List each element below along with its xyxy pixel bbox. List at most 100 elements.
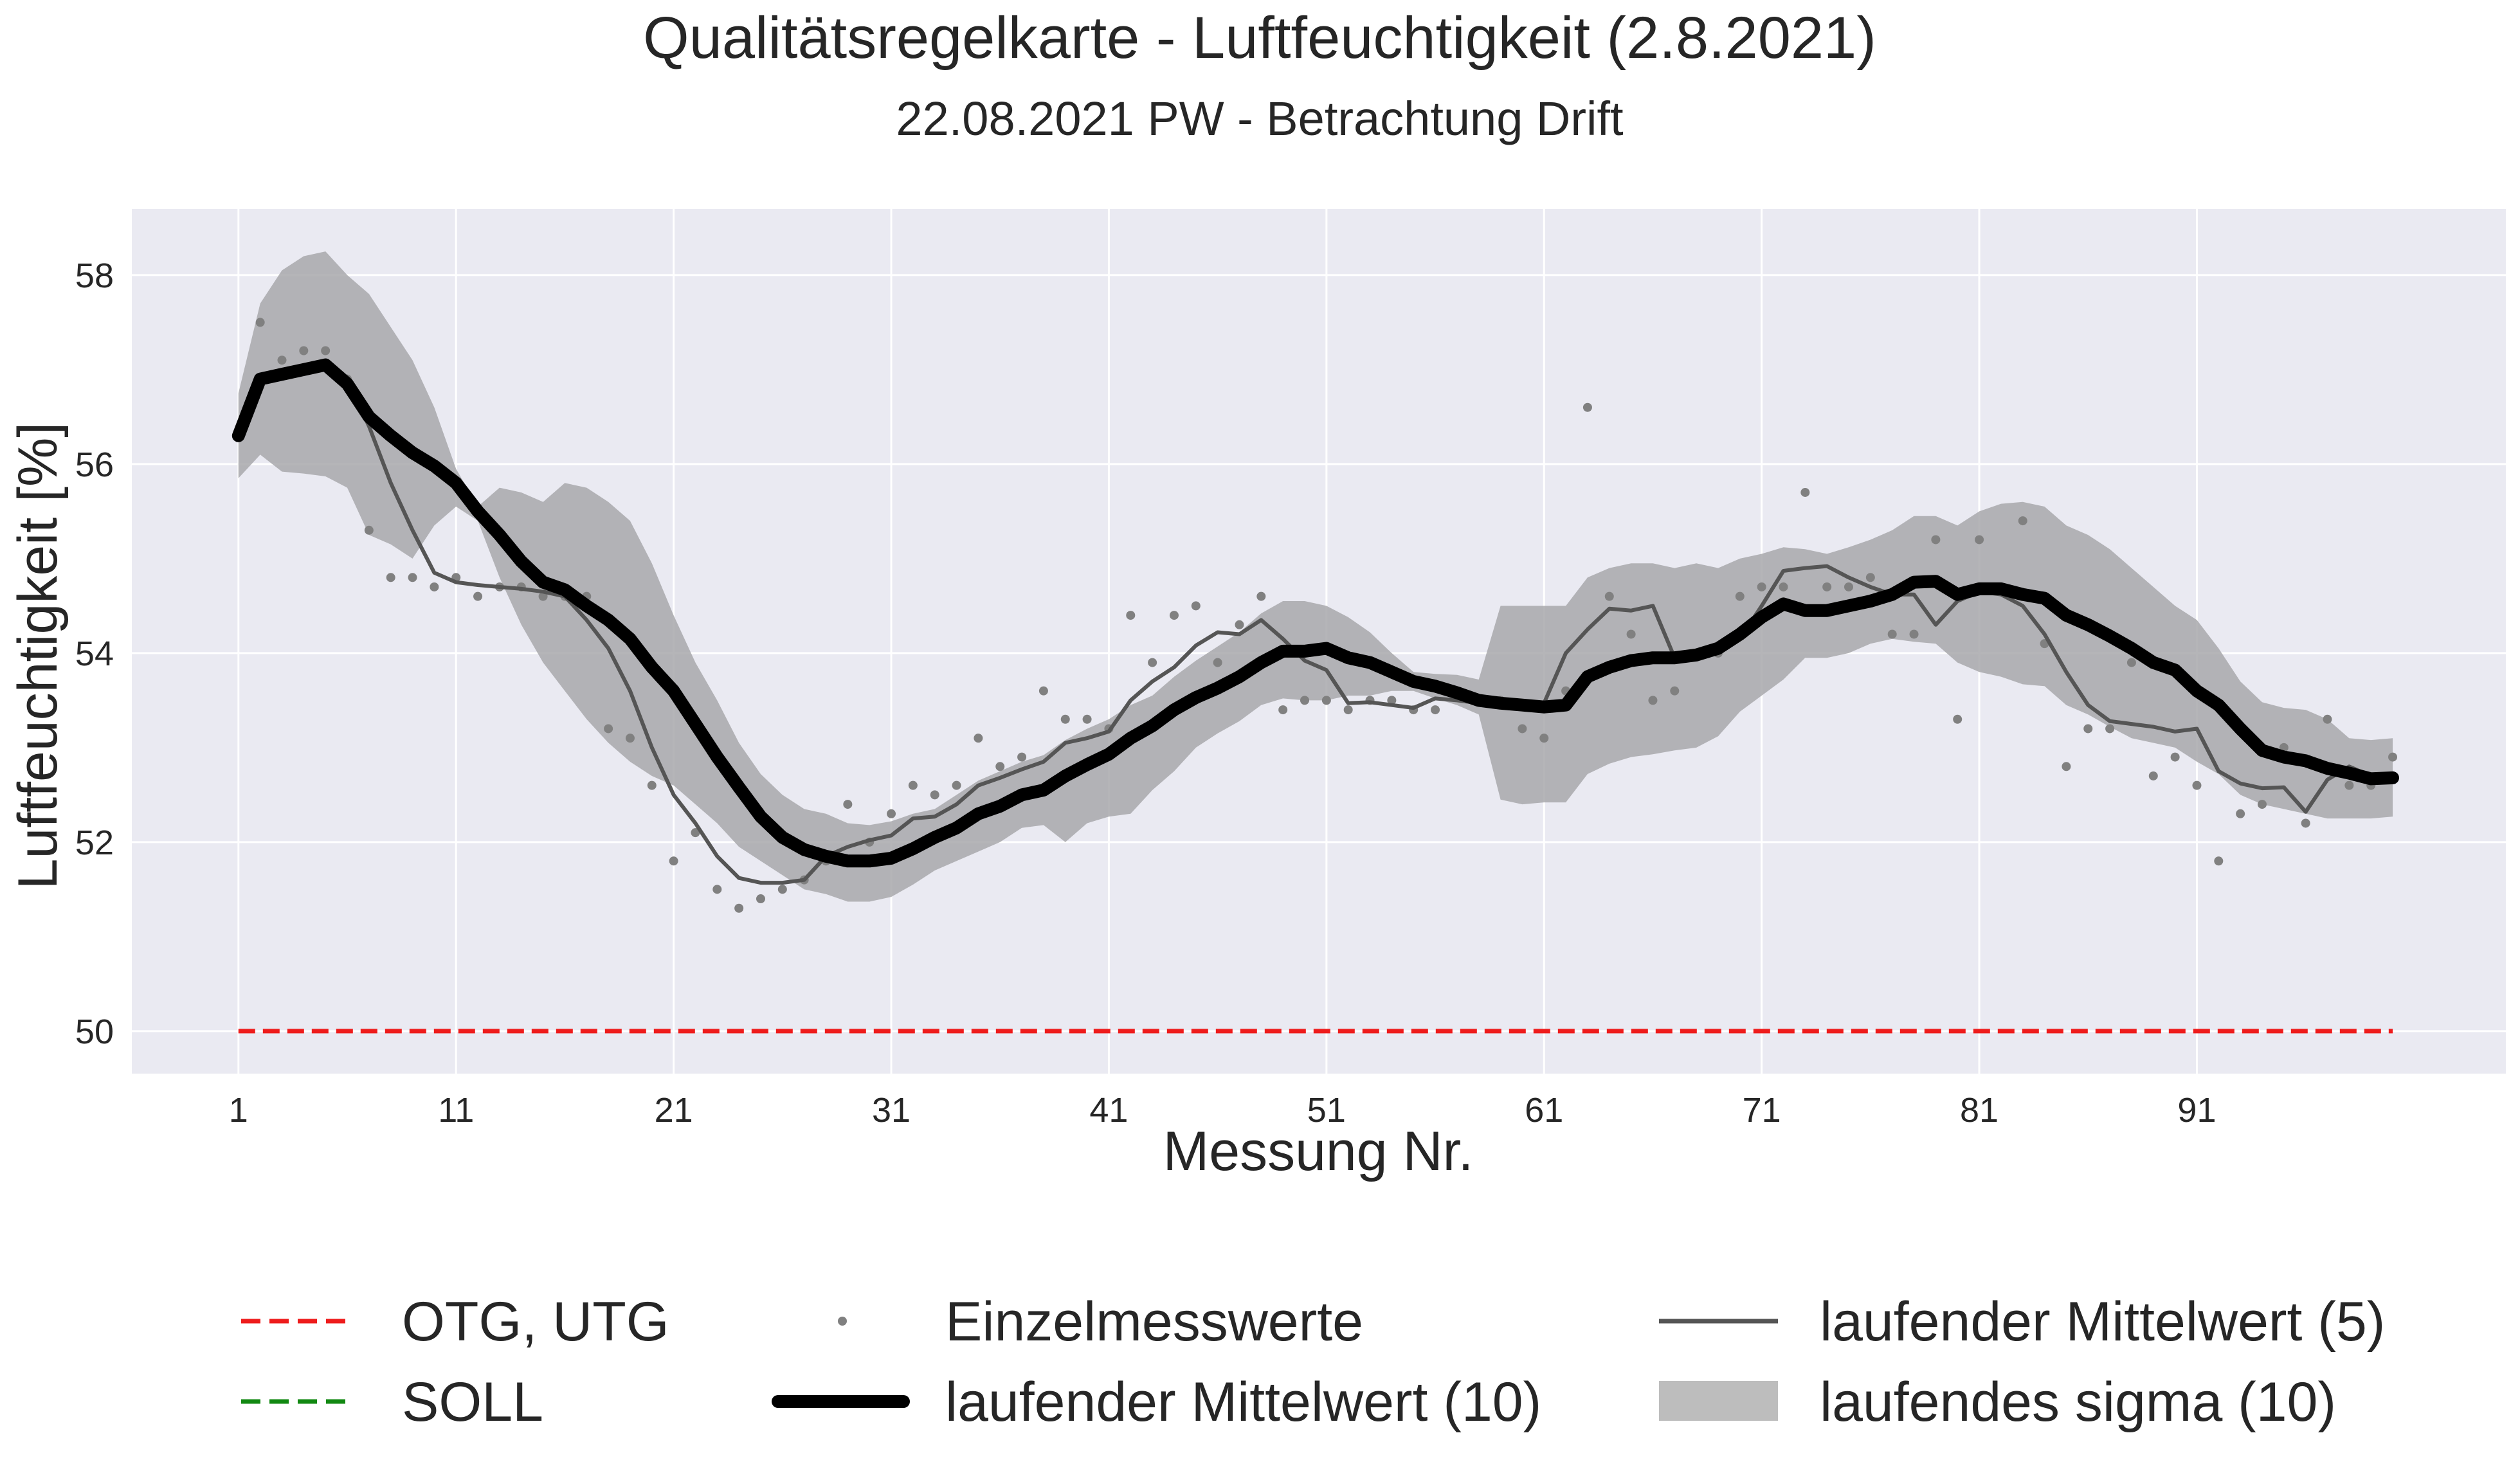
data-point (908, 780, 918, 790)
x-tick-label: 91 (2177, 1091, 2216, 1130)
legend-label: laufender Mittelwert (10) (945, 1371, 1541, 1433)
data-point (974, 734, 983, 743)
data-point (2344, 780, 2354, 790)
data-point (1017, 752, 1027, 762)
data-point (1779, 582, 1788, 591)
data-point (2018, 516, 2027, 526)
data-point (2126, 658, 2136, 667)
x-tick-label: 61 (1525, 1091, 1563, 1130)
data-point (2388, 752, 2398, 762)
data-point (1844, 582, 1854, 591)
data-point (2062, 762, 2071, 771)
data-point (473, 591, 483, 601)
data-point (2257, 800, 2267, 809)
data-point (1931, 535, 1941, 545)
data-point (756, 894, 765, 904)
data-point (1604, 591, 1614, 601)
data-point (1518, 724, 1527, 734)
running-mean-5-line (236, 363, 2393, 885)
data-point (625, 734, 635, 743)
legend-entry: laufender Mittelwert (5) (1659, 1291, 2385, 1353)
x-tick-label: 81 (1960, 1091, 1999, 1130)
x-tick-label: 11 (438, 1091, 474, 1130)
data-point (734, 903, 744, 913)
legend: OTG, UTG Einzelmesswerte laufender Mittelw… (241, 1291, 2385, 1433)
legend-label: Einzelmesswerte (945, 1291, 1363, 1353)
legend-entry: SOLL (241, 1371, 543, 1433)
running-mean-10-line (231, 358, 2399, 868)
data-point (1038, 686, 1048, 696)
data-point (843, 800, 853, 809)
legend-swatch-patch (1659, 1381, 1778, 1421)
data-point (1082, 714, 1092, 724)
data-point (2323, 714, 2332, 724)
data-point (995, 762, 1005, 771)
data-point (669, 856, 678, 866)
data-point (712, 885, 722, 894)
data-point (1431, 705, 1440, 715)
legend-label: laufender Mittelwert (5) (1820, 1291, 2385, 1353)
data-point (1539, 734, 1549, 743)
legend-entry: OTG, UTG (241, 1291, 669, 1353)
data-point (2083, 724, 2093, 734)
data-point (887, 809, 896, 818)
data-point (255, 318, 265, 327)
data-point (1626, 629, 1636, 639)
data-point (1256, 591, 1266, 601)
data-point (1213, 658, 1222, 667)
data-point (1191, 601, 1201, 611)
data-point (2236, 809, 2245, 818)
data-point (364, 525, 374, 535)
data-point (321, 346, 331, 356)
legend-entry: laufendes sigma (10) (1659, 1371, 2336, 1433)
x-tick-label: 21 (655, 1091, 693, 1130)
data-point (1060, 714, 1070, 724)
data-point (2105, 724, 2115, 734)
data-point (691, 828, 700, 838)
x-tick-label: 1 (229, 1091, 248, 1130)
data-point (430, 582, 439, 591)
data-point (2301, 818, 2310, 828)
data-point (647, 780, 657, 790)
y-axis-label: Luftfeuchtigkeit [%] (7, 422, 69, 890)
data-point (1648, 696, 1658, 705)
data-point (299, 346, 309, 356)
data-point (930, 790, 939, 800)
legend-swatch-point (838, 1317, 847, 1326)
data-point (1800, 487, 1810, 497)
x-tick-label: 31 (872, 1091, 911, 1130)
data-point (1148, 658, 1157, 667)
y-tick-label: 54 (75, 635, 114, 673)
data-point (277, 356, 287, 365)
data-point (1278, 705, 1288, 715)
y-tick-label: 52 (75, 824, 114, 862)
chart-title: Qualitätsregelkarte - Luftfeuchtigkeit (… (643, 5, 1876, 71)
data-point (952, 780, 961, 790)
legend-label: SOLL (402, 1371, 543, 1433)
data-point (1909, 629, 1919, 639)
data-point (1169, 611, 1179, 620)
data-point (1300, 696, 1310, 705)
y-tick-label: 58 (75, 257, 114, 295)
x-axis-label: Messung Nr. (1163, 1121, 1474, 1182)
data-point (408, 573, 417, 582)
data-point (1387, 696, 1397, 705)
x-tick-label: 51 (1307, 1091, 1346, 1130)
data-point (1757, 582, 1766, 591)
data-point (1582, 402, 1592, 412)
legend-label: laufendes sigma (10) (1820, 1371, 2336, 1433)
y-tick-label: 56 (75, 446, 114, 484)
legend-label: OTG, UTG (402, 1291, 669, 1353)
sigma-band (238, 251, 2393, 902)
data-point (538, 591, 548, 601)
data-point (1735, 591, 1745, 601)
data-point (386, 573, 395, 582)
data-point (1343, 705, 1353, 715)
data-point (2170, 752, 2180, 762)
data-point (1235, 620, 1244, 629)
chart-subtitle: 22.08.2021 PW - Betrachtung Drift (896, 92, 1624, 145)
y-tick-label: 50 (75, 1013, 114, 1051)
data-point (1865, 573, 1875, 582)
